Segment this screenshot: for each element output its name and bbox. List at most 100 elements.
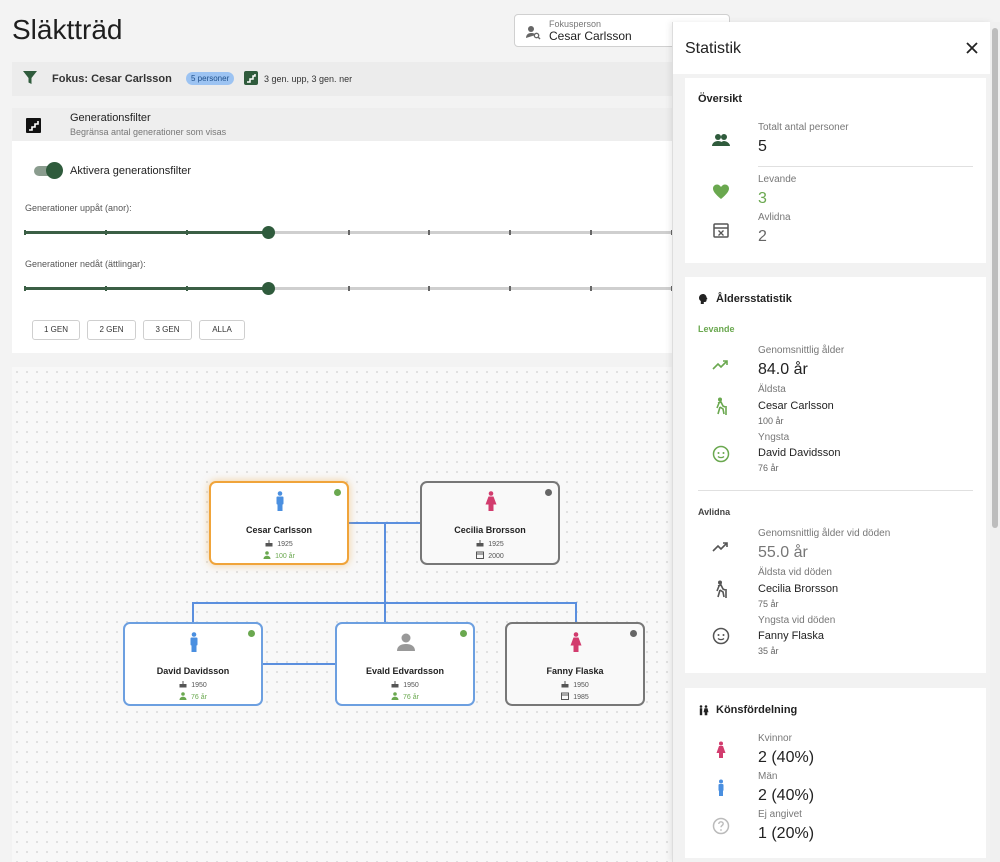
slider-thumb[interactable] bbox=[261, 282, 275, 295]
female-icon bbox=[485, 491, 497, 511]
help-icon bbox=[712, 817, 730, 835]
stairs-icon bbox=[26, 118, 41, 133]
dead-avg-label: Genomsnittlig ålder vid döden bbox=[758, 528, 891, 539]
stairs-icon bbox=[244, 71, 258, 85]
brain-icon bbox=[699, 294, 708, 304]
people-icon bbox=[712, 134, 730, 146]
dead-youngest-age: 35 år bbox=[758, 646, 779, 656]
unknown-label: Ej angivet bbox=[758, 809, 802, 820]
person-card[interactable]: Evald Edvardsson 1950 76 år bbox=[335, 622, 475, 706]
male-icon bbox=[276, 491, 284, 511]
age-text: 76 år bbox=[191, 694, 207, 701]
filter-icon bbox=[23, 71, 37, 84]
gender-title: Könsfördelning bbox=[716, 704, 798, 716]
gender-card: Könsfördelning Kvinnor 2 (40%) Män 2 (40… bbox=[685, 688, 986, 858]
age-dead-subtitle: Avlidna bbox=[698, 507, 731, 517]
men-value: 2 (40%) bbox=[758, 787, 815, 804]
child-drop-connector bbox=[384, 602, 386, 624]
birth-row: 1950 bbox=[125, 680, 261, 689]
overview-title: Översikt bbox=[698, 93, 743, 105]
age-living-subtitle: Levande bbox=[698, 324, 735, 334]
second-row: 100 år bbox=[211, 551, 347, 560]
dead-youngest-label: Yngsta vid döden bbox=[758, 615, 836, 626]
trending-up-icon bbox=[712, 542, 728, 552]
child-face-icon bbox=[712, 627, 730, 645]
slider-tick bbox=[24, 286, 26, 291]
living-label: Levande bbox=[758, 174, 797, 185]
generations-up-slider[interactable] bbox=[24, 225, 673, 239]
scrollbar[interactable] bbox=[990, 22, 1000, 862]
status-dot bbox=[545, 489, 552, 496]
living-avg-value: 84.0 år bbox=[758, 361, 808, 378]
focus-text: Fokus: Cesar Carlsson bbox=[52, 73, 172, 85]
slider-tick bbox=[347, 286, 350, 291]
all-gen-button[interactable]: ALLA bbox=[199, 320, 245, 340]
generation-filter-subtitle: Begränsa antal generationer som visas bbox=[70, 127, 227, 137]
age-text: 100 år bbox=[275, 553, 295, 560]
status-dot bbox=[630, 630, 637, 637]
slider-thumb[interactable] bbox=[261, 226, 275, 239]
total-value: 5 bbox=[758, 138, 767, 155]
person-card[interactable]: Cecilia Brorsson 1925 2000 bbox=[420, 481, 560, 565]
birth-year: 1950 bbox=[573, 682, 589, 689]
living-oldest-name: Cesar Carlsson bbox=[758, 400, 834, 412]
dead-oldest-name: Cecilia Brorsson bbox=[758, 583, 839, 595]
slider-tick bbox=[590, 286, 593, 291]
elderly-icon bbox=[716, 397, 727, 415]
toggle-knob bbox=[46, 162, 63, 179]
tree-canvas[interactable]: Cesar Carlsson 1925 100 år Cecilia Brorsso… bbox=[12, 367, 672, 862]
dead-youngest-name: Fanny Flaska bbox=[758, 630, 825, 642]
cake-icon bbox=[265, 540, 273, 547]
generations-down-slider[interactable] bbox=[24, 281, 673, 295]
female-icon bbox=[570, 632, 582, 652]
heart-icon bbox=[713, 184, 729, 199]
person-name: Fanny Flaska bbox=[546, 666, 604, 676]
male-icon bbox=[718, 779, 724, 796]
slider-tick bbox=[104, 286, 107, 291]
scrollbar-thumb[interactable] bbox=[992, 28, 998, 528]
birth-row: 1925 bbox=[211, 539, 347, 548]
slider-fill bbox=[25, 287, 268, 290]
slider-fill bbox=[25, 231, 268, 234]
statistics-header: Statistik bbox=[673, 22, 993, 74]
gen-3-button[interactable]: 3 GEN bbox=[143, 320, 192, 340]
gen-1-button[interactable]: 1 GEN bbox=[32, 320, 80, 340]
slider-tick bbox=[428, 230, 431, 235]
gen-2-button[interactable]: 2 GEN bbox=[87, 320, 136, 340]
statistics-title: Statistik bbox=[685, 40, 742, 57]
generation-filter-header[interactable]: Generationsfilter Begränsa antal generat… bbox=[12, 108, 672, 141]
person-name: Cecilia Brorsson bbox=[454, 525, 526, 535]
second-row: 2000 bbox=[422, 551, 558, 560]
slider-tick bbox=[428, 286, 431, 291]
up-slider-label: Generationer uppåt (anor): bbox=[25, 203, 132, 213]
status-dot bbox=[460, 630, 467, 637]
dead-label: Avlidna bbox=[758, 212, 791, 223]
page-title: Släktträd bbox=[12, 14, 123, 45]
child-drop-connector bbox=[192, 602, 194, 624]
dead-avg-value: 55.0 år bbox=[758, 544, 808, 561]
male-icon bbox=[190, 632, 198, 652]
person-card[interactable]: Cesar Carlsson 1925 100 år bbox=[209, 481, 349, 565]
down-slider-label: Generationer nedåt (ättlingar): bbox=[25, 259, 146, 269]
men-label: Män bbox=[758, 771, 778, 782]
generation-filter-panel: Generationsfilter Begränsa antal generat… bbox=[12, 108, 673, 353]
living-oldest-age: 100 år bbox=[758, 416, 784, 426]
person-card[interactable]: Fanny Flaska 1950 1985 bbox=[505, 622, 645, 706]
calendar-icon bbox=[476, 551, 485, 559]
women-label: Kvinnor bbox=[758, 733, 792, 744]
person-small-icon bbox=[263, 551, 271, 559]
child-drop-connector bbox=[575, 602, 577, 624]
person-name: David Davidsson bbox=[156, 666, 230, 676]
living-oldest-label: Äldsta bbox=[758, 384, 786, 395]
generation-filter-title: Generationsfilter bbox=[70, 112, 151, 124]
birth-year: 1925 bbox=[277, 541, 293, 548]
divider bbox=[758, 166, 973, 167]
person-card[interactable]: David Davidsson 1950 76 år bbox=[123, 622, 263, 706]
total-label: Totalt antal personer bbox=[758, 122, 849, 133]
person-name: Cesar Carlsson bbox=[245, 525, 313, 535]
status-dot bbox=[334, 489, 341, 496]
close-icon[interactable] bbox=[965, 41, 979, 55]
generation-filter-toggle[interactable] bbox=[34, 162, 64, 179]
age-title: Åldersstatistik bbox=[716, 293, 792, 305]
wc-icon bbox=[699, 705, 709, 716]
